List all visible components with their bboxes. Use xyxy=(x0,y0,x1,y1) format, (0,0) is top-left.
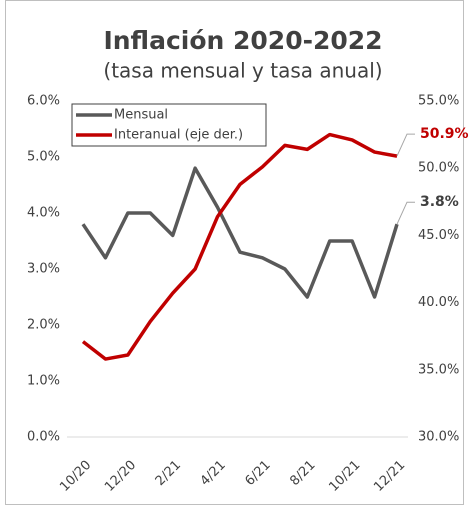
y-tick-label: 6.0% xyxy=(27,94,60,109)
data-label: 50.9% xyxy=(420,126,469,142)
series-line xyxy=(81,166,399,299)
legend-label: Interanual (eje der.) xyxy=(114,128,243,143)
y-tick-label: 3.0% xyxy=(27,262,60,277)
data-label: 3.8% xyxy=(420,194,459,210)
legend-label: Mensual xyxy=(114,108,168,123)
y2-tick-label: 50.0% xyxy=(418,161,459,176)
y2-tick-label: 30.0% xyxy=(418,430,459,445)
chart-subtitle: (tasa mensual y tasa anual) xyxy=(103,59,382,83)
series-line xyxy=(81,132,398,361)
y-tick-label: 4.0% xyxy=(27,206,60,221)
y-tick-label: 1.0% xyxy=(27,374,60,389)
legend-box xyxy=(71,103,267,147)
y-tick-label: 0.0% xyxy=(27,430,60,445)
label-leader xyxy=(396,201,415,225)
y2-tick-label: 35.0% xyxy=(418,362,459,377)
y2-tick-label: 45.0% xyxy=(418,228,459,243)
y-tick-label: 2.0% xyxy=(27,318,60,333)
y2-tick-label: 55.0% xyxy=(418,94,459,109)
y2-tick-label: 40.0% xyxy=(418,295,459,310)
y-tick-label: 5.0% xyxy=(27,150,60,165)
label-leader xyxy=(396,133,415,157)
chart-title: Inflación 2020-2022 xyxy=(103,26,382,55)
